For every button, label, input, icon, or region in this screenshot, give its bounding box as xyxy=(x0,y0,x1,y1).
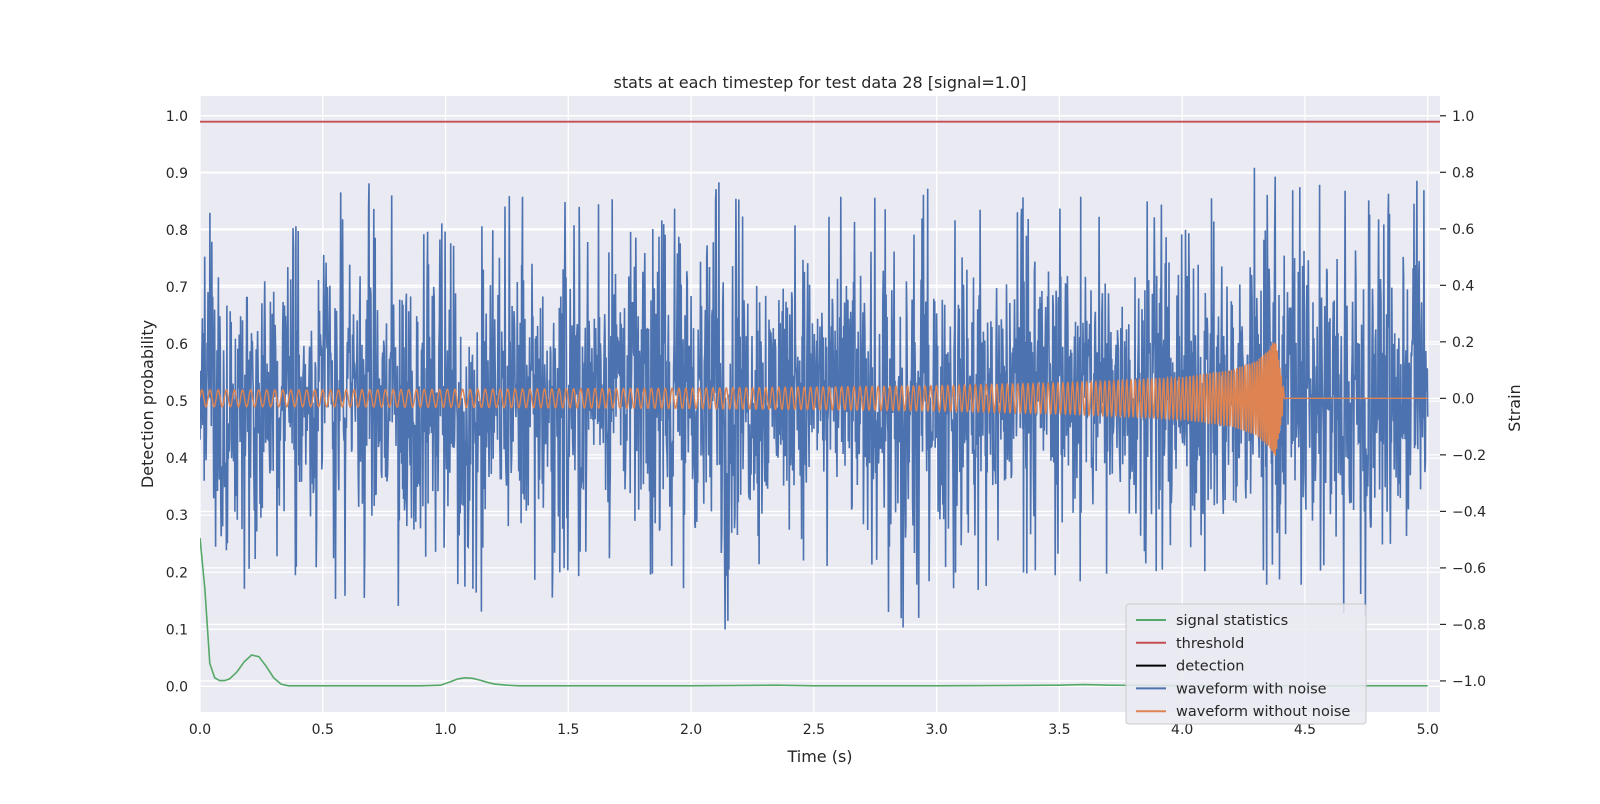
y2-ticks: −1.0 −0.8 −0.6 −0.4 −0.2 0.0 0.2 0.4 0.6 0.8 1.0 xyxy=(1440,109,1486,690)
x-tick-label: 4.5 xyxy=(1294,722,1316,738)
x-tick-label: 0.5 xyxy=(312,722,334,738)
y2-tick-label: 0.6 xyxy=(1452,222,1474,238)
x-tick-label: 2.0 xyxy=(680,722,702,738)
series-layer xyxy=(200,120,1440,687)
y2-tick-label: 0.0 xyxy=(1452,391,1474,407)
legend-label: detection xyxy=(1176,659,1244,675)
x-tick-label: 2.5 xyxy=(803,722,825,738)
y2-tick-label: 0.8 xyxy=(1452,165,1474,181)
y-tick-label: 0.4 xyxy=(166,451,188,467)
y-tick-label: 0.7 xyxy=(166,280,188,296)
y-tick-label: 0.0 xyxy=(166,679,188,695)
y2-axis-label: Strain xyxy=(1505,384,1524,431)
legend: signal statistics threshold detection wavef… xyxy=(1125,603,1367,725)
legend-label: waveform with noise xyxy=(1176,681,1327,697)
x-axis-label: Time (s) xyxy=(786,747,852,766)
y2-tick-label: 0.2 xyxy=(1452,335,1474,351)
y2-tick-label: −0.6 xyxy=(1452,561,1486,577)
x-tick-label: 3.5 xyxy=(1048,722,1070,738)
y-tick-label: 0.9 xyxy=(166,166,188,182)
y2-tick-label: 0.4 xyxy=(1452,278,1474,294)
y2-tick-label: 1.0 xyxy=(1452,109,1474,125)
x-tick-label: 1.0 xyxy=(434,722,456,738)
x-tick-label: 4.0 xyxy=(1171,722,1193,738)
x-ticks: 0.0 0.5 1.0 1.5 2.0 2.5 3.0 3.5 4.0 4.5 5.0 xyxy=(189,722,1439,738)
series-signal-statistics xyxy=(200,537,1428,687)
x-tick-label: 1.5 xyxy=(557,722,579,738)
legend-label: threshold xyxy=(1176,636,1244,652)
x-tick-label: 0.0 xyxy=(189,722,211,738)
y2-tick-label: −1.0 xyxy=(1452,674,1486,690)
y-tick-label: 0.6 xyxy=(166,337,188,353)
y-tick-label: 0.3 xyxy=(166,508,188,524)
series-waveform-without-noise xyxy=(200,342,1428,456)
y-tick-label: 0.2 xyxy=(166,565,188,581)
y2-tick-label: −0.4 xyxy=(1452,504,1486,520)
y-axis-label: Detection probability xyxy=(138,320,157,488)
y-tick-label: 0.5 xyxy=(166,394,188,410)
y2-tick-label: −0.2 xyxy=(1452,448,1486,464)
series-waveform-with-noise xyxy=(200,167,1429,630)
y-tick-label: 0.8 xyxy=(166,223,188,239)
chart-title: stats at each timestep for test data 28 … xyxy=(614,73,1027,92)
y-tick-label: 1.0 xyxy=(166,109,188,125)
x-tick-label: 5.0 xyxy=(1417,722,1439,738)
legend-label: signal statistics xyxy=(1176,613,1288,629)
legend-box xyxy=(1125,603,1367,725)
x-tick-label: 3.0 xyxy=(926,722,948,738)
y-ticks: 0.0 0.1 0.2 0.3 0.4 0.5 0.6 0.7 0.8 0.9 1.0 xyxy=(166,109,188,695)
y2-tick-label: −0.8 xyxy=(1452,617,1486,633)
y-tick-label: 0.1 xyxy=(166,622,188,638)
legend-label: waveform without noise xyxy=(1176,704,1350,720)
